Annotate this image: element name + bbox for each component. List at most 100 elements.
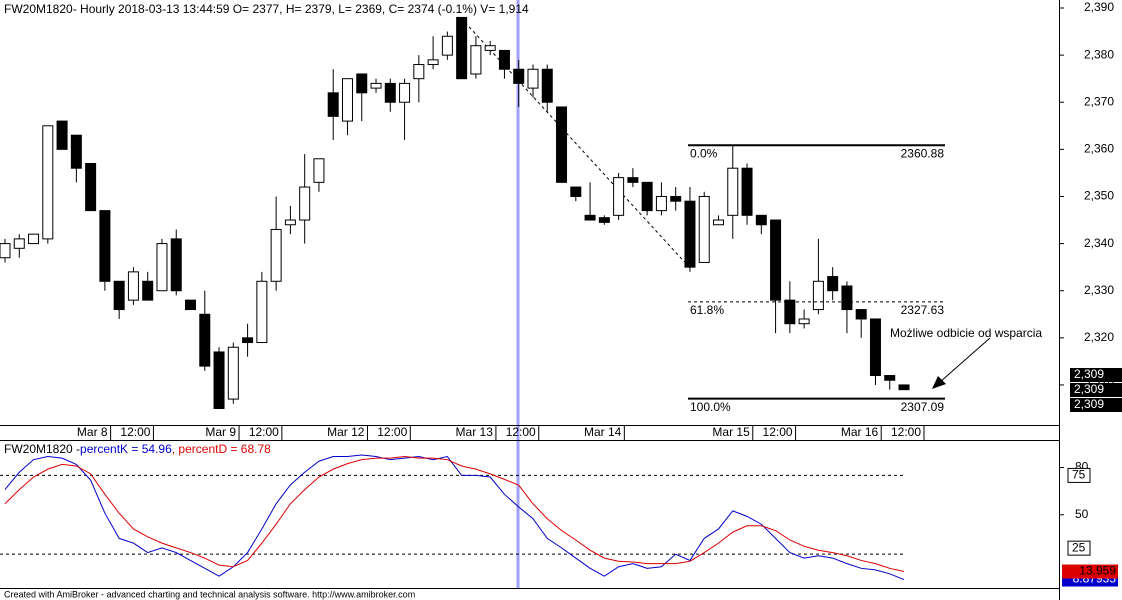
candle-body [741,167,753,216]
price-label: 2,309 [1074,382,1104,396]
candle-body [798,318,810,325]
y-tick-label: 2,370 [1084,94,1114,108]
candle-body [42,125,54,240]
candle-body [227,346,239,400]
x-tick-label: Mar 9 [205,425,236,439]
candle-body [527,68,539,89]
footer: Created with AmiBroker - advanced charti… [4,589,415,599]
candle-body [812,280,824,311]
candle-body [684,200,696,268]
candle-body [170,238,182,292]
x-tick-label: 12:00 [506,425,536,439]
series-line [4,456,905,573]
candle-body [898,384,910,391]
y-tick-label: 2,330 [1084,283,1114,297]
y-tick-label: 2,380 [1084,47,1114,61]
candle-body [370,82,382,89]
candle-body [299,186,311,221]
price-box [1070,398,1122,412]
level-box [1067,467,1091,483]
price-box [1070,368,1122,382]
candle-body [384,82,396,103]
x-tick-label: Mar 14 [584,425,622,439]
candle-body [827,276,839,292]
candle-body [727,167,739,216]
candle-body [456,16,468,80]
candle-body [13,238,25,249]
candle-body [142,280,154,301]
candle-body [556,106,568,183]
candle-body [513,68,525,84]
fib-price: 2307.09 [901,400,945,414]
candle-body [185,299,197,311]
candle-body [655,195,667,212]
candle-body [884,375,896,381]
fib-name: 0.0% [690,146,718,160]
candle-body [698,195,710,263]
series-line [4,454,905,580]
candle-body [85,162,97,212]
candle-body [541,68,553,103]
candle-body [99,210,111,282]
candle-body [270,228,282,282]
y-tick-label: 50 [1075,507,1089,521]
candle-body [28,233,40,245]
candle-body [327,92,339,117]
level-label: 25 [1072,540,1086,554]
candle-body [498,49,510,70]
candle-body [441,35,453,56]
candle-body [855,309,867,320]
level-label: 75 [1072,468,1086,482]
price-label: 2,309 [1074,367,1104,381]
candle-body [770,219,782,301]
fib-name: 100.0% [690,400,731,414]
fib-price: 2327.63 [901,303,945,317]
chart-title: FW20M1820- Hourly 2018-03-13 13:44:59 O=… [4,2,529,16]
x-tick-label: Mar 15 [712,425,750,439]
candle-body [284,219,296,226]
y-tick-label: 2,360 [1084,142,1114,156]
x-tick-label: Mar 8 [77,425,108,439]
candle-body [598,217,610,223]
candle-body [56,120,68,150]
panel-header: FW20M1820 - [4,442,80,456]
arrow-head [932,376,946,389]
candle-body [356,73,368,94]
legend-entry: , percentD = 68.78 [172,442,271,456]
x-tick-label: 12:00 [377,425,407,439]
candle-body [869,318,881,377]
candle-body [641,181,653,212]
candle-body [156,243,168,292]
y-tick-label: 2,390 [1084,0,1114,14]
candle-body [427,59,439,66]
price-label: 2,309 [1074,397,1104,411]
candle-body [784,299,796,325]
candle-body [213,351,225,410]
candle-body [413,64,425,80]
candle-body [484,45,496,51]
x-tick-label: 12:00 [891,425,921,439]
candle-body [627,177,639,183]
candle-body [755,214,767,226]
candle-body [570,186,582,197]
level-box [1067,540,1091,556]
x-tick-label: Mar 13 [456,425,494,439]
candle-body [127,271,139,301]
x-tick-label: 12:00 [249,425,279,439]
candle-body [470,45,482,75]
annotation-arrow [939,337,991,383]
candle-body [199,313,211,367]
y-tick-label: 2,320 [1084,330,1114,344]
x-tick-label: 12:00 [120,425,150,439]
fib-price: 2360.88 [901,146,945,160]
candle-body [313,158,325,183]
candle-body [341,78,353,122]
x-tick-label: Mar 12 [327,425,365,439]
last-value-box [1062,564,1118,579]
price-box [1070,383,1122,397]
candle-body [242,337,254,344]
y-tick-label: 2,340 [1084,236,1114,250]
candle-body [113,280,125,311]
y-tick-label: 2,350 [1084,189,1114,203]
